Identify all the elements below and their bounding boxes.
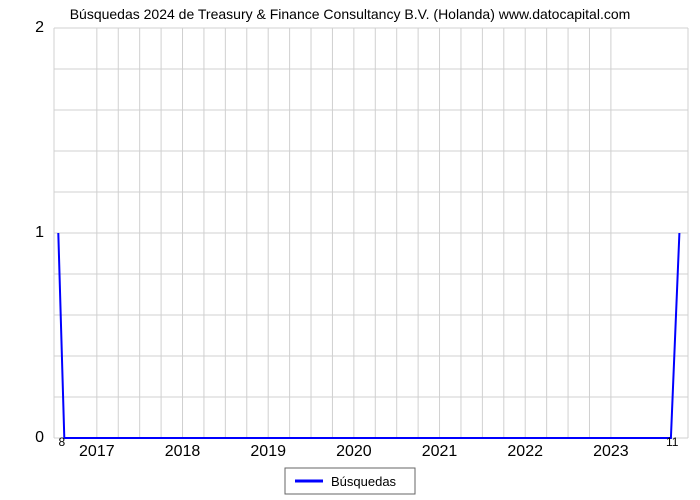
svg-text:2: 2 bbox=[35, 19, 44, 36]
x-axis-ticks: 2017 2018 2019 2020 2021 2022 2023 bbox=[79, 443, 629, 460]
svg-text:2021: 2021 bbox=[422, 443, 458, 460]
svg-text:2017: 2017 bbox=[79, 443, 115, 460]
svg-text:2022: 2022 bbox=[507, 443, 543, 460]
chart-svg: 0 1 2 2017 2018 2019 2020 2021 2022 2023 8 11 Bús… bbox=[0, 0, 700, 500]
svg-text:1: 1 bbox=[35, 224, 44, 241]
svg-text:8: 8 bbox=[58, 435, 65, 449]
y-axis-ticks: 0 1 2 bbox=[35, 19, 44, 446]
svg-text:11: 11 bbox=[666, 435, 679, 449]
grid-major bbox=[54, 28, 688, 438]
svg-text:2020: 2020 bbox=[336, 443, 372, 460]
legend-label: Búsquedas bbox=[331, 474, 397, 489]
svg-text:2019: 2019 bbox=[250, 443, 286, 460]
svg-text:2023: 2023 bbox=[593, 443, 629, 460]
svg-text:0: 0 bbox=[35, 429, 44, 446]
legend: Búsquedas bbox=[285, 468, 415, 494]
series-line bbox=[58, 233, 679, 438]
svg-text:2018: 2018 bbox=[165, 443, 201, 460]
